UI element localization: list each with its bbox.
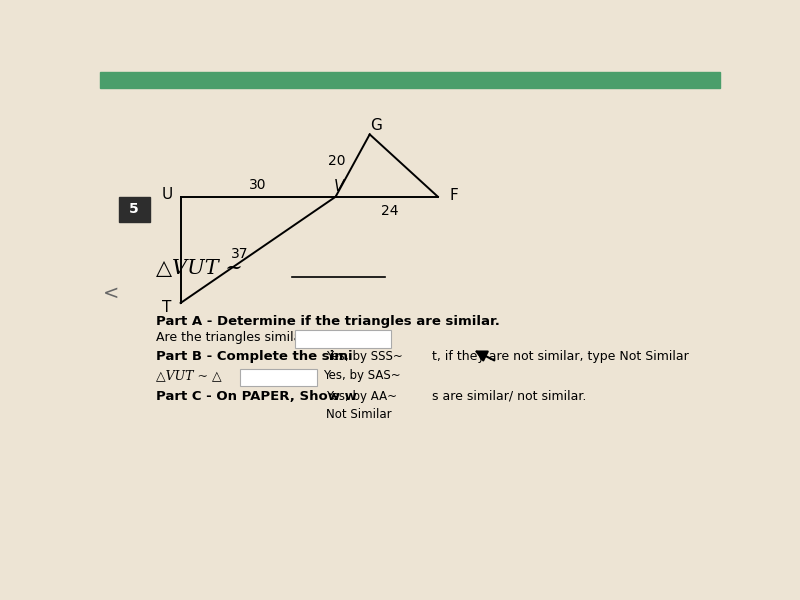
- Text: 37: 37: [230, 247, 248, 262]
- Text: Part A - Determine if the triangles are similar.: Part A - Determine if the triangles are …: [156, 315, 500, 328]
- Text: G: G: [370, 118, 382, 133]
- Text: U: U: [162, 187, 173, 202]
- Text: Part C - On PAPER, Show w: Part C - On PAPER, Show w: [156, 390, 357, 403]
- Text: t, if they are not similar, type Not Similar: t, if they are not similar, type Not Sim…: [432, 350, 689, 362]
- Bar: [100, 72, 720, 88]
- Text: ^: ^: [378, 334, 386, 344]
- Text: 24: 24: [381, 203, 398, 218]
- Text: 20: 20: [328, 154, 346, 168]
- Text: Yes, by SAS~: Yes, by SAS~: [323, 370, 401, 382]
- Bar: [239, 368, 317, 386]
- Text: △VUT ~: △VUT ~: [156, 259, 242, 278]
- Text: 30: 30: [250, 178, 267, 192]
- Text: 5: 5: [130, 202, 139, 217]
- Text: Are the triangles similar?: Are the triangles similar?: [156, 331, 313, 344]
- Text: F: F: [449, 188, 458, 203]
- Text: s are similar/ not similar.: s are similar/ not similar.: [432, 390, 586, 403]
- Text: △VUT ~ △: △VUT ~ △: [156, 370, 222, 382]
- Text: <: <: [103, 284, 119, 303]
- Text: Yes, by SSS~: Yes, by SSS~: [326, 350, 403, 362]
- Bar: [295, 330, 391, 348]
- Text: Yes, by AA~: Yes, by AA~: [326, 390, 398, 403]
- Text: Part B - Complete the simi: Part B - Complete the simi: [156, 350, 353, 362]
- Text: V: V: [334, 179, 344, 194]
- Text: Not Similar: Not Similar: [326, 409, 392, 421]
- Text: T: T: [162, 300, 172, 315]
- Bar: [118, 197, 150, 222]
